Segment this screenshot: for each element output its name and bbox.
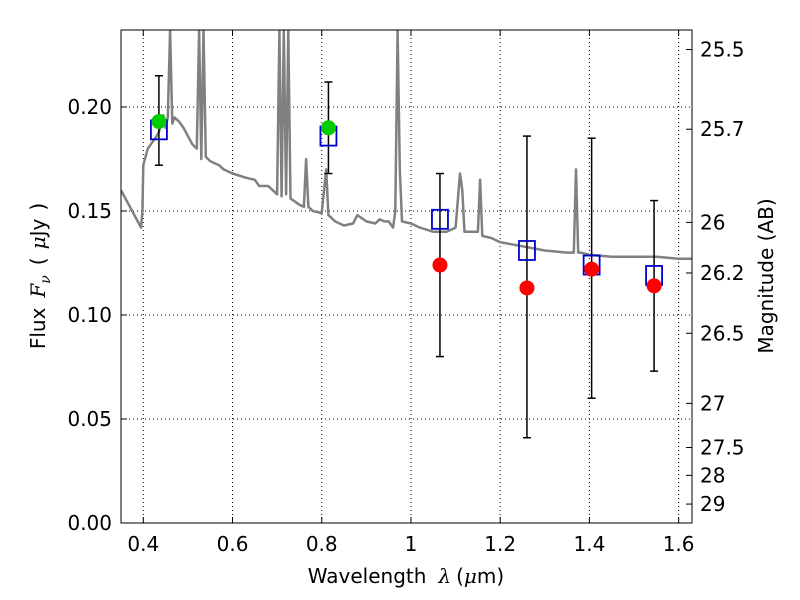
plot-background: [121, 30, 692, 523]
y-axis-label-unit-close: ): [26, 203, 50, 211]
marker-layer: [150, 114, 663, 296]
y2-tick-label: 26.2: [700, 261, 745, 285]
y-axis-label-unit-mu: μ: [26, 236, 50, 249]
spectrum-layer: [121, 30, 692, 261]
data-point-circle: [584, 261, 600, 277]
data-point-circle: [519, 280, 535, 296]
y-tick-labels: 0.00 0.05 0.10 0.15 0.20: [67, 95, 112, 535]
x-tick-label: 1: [405, 532, 418, 556]
y-axis-label-unit-open: (: [26, 257, 50, 265]
data-point-circle: [151, 114, 167, 130]
data-point-circle: [432, 257, 448, 273]
x-tick-label: 1.6: [663, 532, 695, 556]
y2-tick-label: 27.5: [700, 435, 745, 459]
spectrum-line: [121, 30, 692, 261]
data-point-square: [431, 208, 449, 230]
y-tick-label: 0.10: [67, 303, 112, 327]
x-axis-label-unit-mu: μ: [464, 564, 477, 588]
y2-tick-label: 26: [700, 210, 725, 234]
y2-tick-label: 25.5: [700, 38, 745, 62]
y2-tick-label: 25.7: [700, 117, 745, 141]
ticks-layer: [121, 30, 692, 524]
data-point-circle: [320, 120, 336, 136]
y-axis-label-unit-rest: Jy: [26, 218, 50, 238]
y-axis-label-symbol: F: [26, 283, 50, 299]
y-axis-label-symbol-sub: ν: [38, 275, 54, 284]
y-tick-label: 0.20: [67, 95, 112, 119]
y2-tick-label: 26.5: [700, 321, 745, 345]
x-axis-label-text: Wavelength: [308, 564, 427, 588]
y2-tick-label: 28: [700, 463, 725, 487]
y2-axis-label: Magnitude (AB): [754, 198, 778, 353]
y-axis-label: Flux Fν ( μJy): [26, 203, 54, 349]
x-axis-label: Wavelength λ (μm): [308, 564, 504, 588]
x-tick-label: 0.6: [217, 532, 249, 556]
x-tick-label: 1.2: [484, 532, 516, 556]
y2-tick-label: 29: [700, 492, 725, 516]
data-point-circle: [646, 278, 662, 294]
plot-frame: [120, 29, 693, 524]
y-tick-label: 0.00: [67, 511, 112, 535]
x-axis-label-symbol: λ: [437, 564, 451, 588]
y-axis-label-text: Flux: [26, 307, 50, 349]
y2-tick-labels: 25.5 25.7 26 26.2 26.5 27 27.5 28 29: [700, 38, 745, 517]
x-axis-label-unit-rest: m): [477, 564, 504, 588]
y-tick-label: 0.05: [67, 407, 112, 431]
x-axis-label-unit-open: (: [456, 564, 464, 588]
x-tick-label: 1.4: [573, 532, 605, 556]
data-point-square: [518, 240, 536, 261]
x-tick-labels: 0.4 0.6 0.8 1 1.2 1.4 1.6: [127, 532, 694, 556]
x-tick-label: 0.8: [306, 532, 338, 556]
y2-tick-label: 27: [700, 391, 725, 415]
y-tick-label: 0.15: [67, 199, 112, 223]
x-tick-label: 0.4: [127, 532, 159, 556]
